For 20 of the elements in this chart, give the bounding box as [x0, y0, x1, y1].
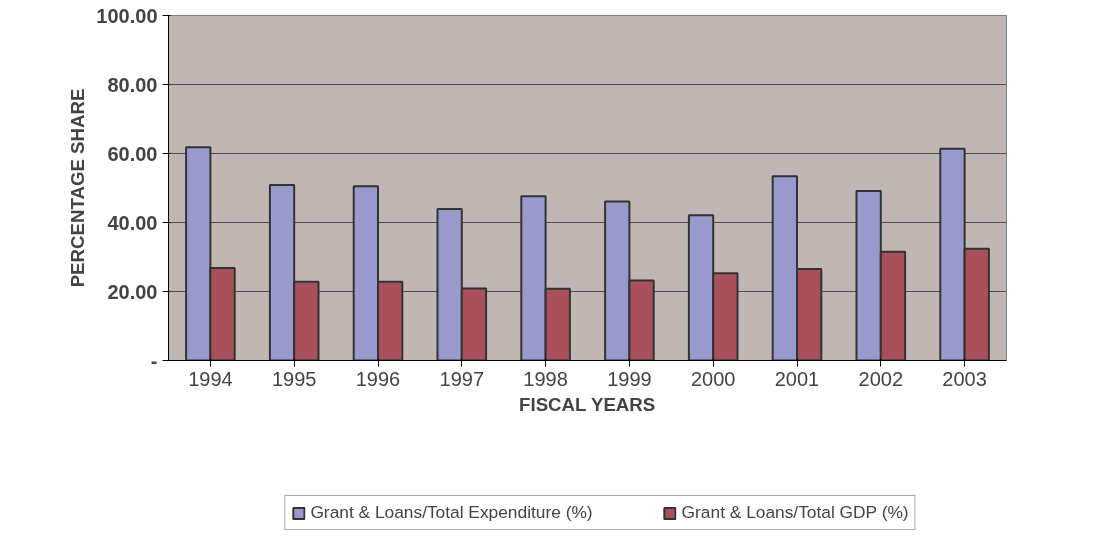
y-tick-label: 100.00 — [96, 4, 158, 27]
y-tick-label: 60.00 — [107, 142, 158, 165]
x-tick-label: 1996 — [355, 367, 401, 390]
x-tick-label: 1994 — [188, 367, 233, 390]
x-tick-label: 2000 — [690, 367, 736, 390]
y-tick-label: 80.00 — [107, 73, 158, 96]
x-tick-label: 1997 — [439, 367, 485, 390]
y-tick-label: 20.00 — [107, 280, 158, 303]
x-tick-label: 2001 — [774, 367, 820, 390]
y-tick-label: 40.00 — [107, 211, 158, 234]
y-tick-label: - — [150, 349, 158, 372]
y-axis-title: PERCENTAGE SHARE — [67, 88, 89, 288]
x-tick-label: 1995 — [271, 367, 317, 390]
legend-label: Grant & Loans/Total Expenditure (%) — [310, 502, 593, 523]
x-axis-title: FISCAL YEARS — [519, 393, 656, 415]
x-tick-label: 2003 — [942, 367, 987, 390]
x-tick-label: 1998 — [523, 367, 568, 390]
legend-label: Grant & Loans/Total GDP (%) — [681, 502, 909, 523]
x-tick-label: 1999 — [607, 367, 652, 390]
x-tick-label: 2002 — [858, 367, 904, 390]
